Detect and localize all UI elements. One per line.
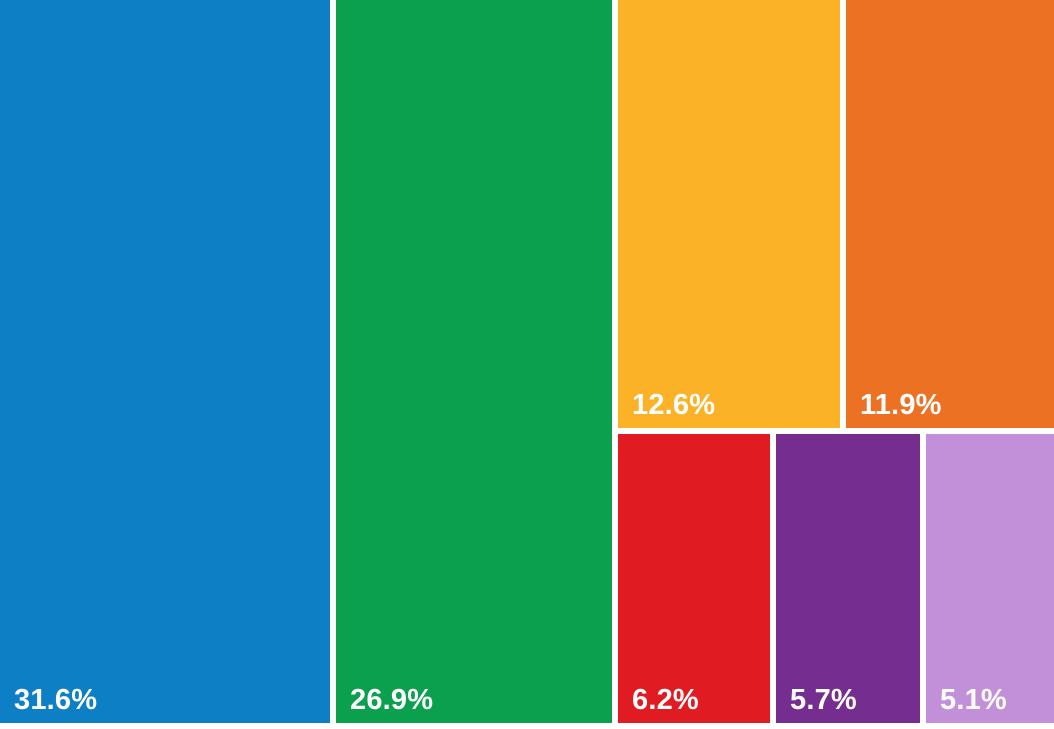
tile-percent-label: 26.9%	[350, 684, 434, 716]
treemap-tile[interactable]: 31.6%	[0, 0, 330, 723]
tile-percent-label: 5.7%	[790, 684, 857, 716]
tile-percent-label: 6.2%	[632, 684, 699, 716]
tile-percent-label: 12.6%	[632, 389, 716, 421]
tile-percent-label: 11.9%	[860, 389, 942, 421]
treemap-tile[interactable]: 5.1%	[926, 434, 1054, 723]
treemap-tile[interactable]: 26.9%	[336, 0, 612, 723]
tile-percent-label: 31.6%	[14, 684, 98, 716]
treemap-tile[interactable]: 11.9%	[846, 0, 1054, 428]
treemap-tile[interactable]: 5.7%	[776, 434, 920, 723]
treemap-tile[interactable]: 6.2%	[618, 434, 770, 723]
tile-percent-label: 5.1%	[940, 684, 1007, 716]
treemap-tile[interactable]: 12.6%	[618, 0, 840, 428]
